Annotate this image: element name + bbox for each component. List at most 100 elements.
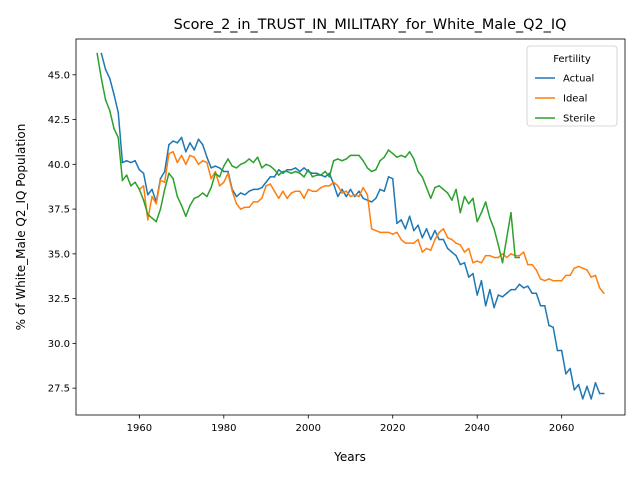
data-point-ideal bbox=[206, 161, 208, 164]
data-point-sterile bbox=[425, 186, 428, 189]
data-point-sterile bbox=[239, 163, 242, 166]
data-point-actual bbox=[510, 288, 512, 291]
data-point-ideal bbox=[185, 163, 187, 166]
data-point-actual bbox=[493, 306, 495, 309]
data-point-ideal bbox=[531, 263, 533, 266]
data-point-ideal bbox=[506, 256, 508, 259]
data-point-ideal bbox=[290, 192, 293, 194]
data-point-ideal bbox=[311, 190, 314, 192]
data-point-sterile bbox=[100, 77, 103, 80]
data-point-actual bbox=[109, 77, 111, 80]
data-point-actual bbox=[522, 287, 525, 289]
legend-item-ideal: Ideal bbox=[535, 94, 587, 105]
data-point-actual bbox=[421, 236, 424, 239]
data-point-actual bbox=[442, 238, 445, 241]
data-point-actual bbox=[311, 172, 314, 175]
data-point-ideal bbox=[396, 231, 398, 234]
data-point-ideal bbox=[451, 238, 453, 241]
data-point-sterile bbox=[353, 154, 356, 157]
y-tick-label: 45.0 bbox=[48, 70, 70, 81]
data-point-ideal bbox=[269, 183, 272, 185]
data-point-sterile bbox=[349, 154, 352, 157]
data-point-sterile bbox=[328, 176, 331, 178]
data-point-actual bbox=[163, 170, 166, 173]
data-point-ideal bbox=[379, 231, 381, 234]
legend-title: Fertility bbox=[553, 54, 591, 65]
data-point-actual bbox=[315, 172, 318, 175]
data-point-ideal bbox=[163, 181, 166, 183]
data-point-actual bbox=[573, 389, 576, 391]
series-line-sterile bbox=[96, 53, 520, 264]
data-point-ideal bbox=[294, 190, 297, 192]
legend-label-sterile: Sterile bbox=[563, 114, 595, 125]
data-point-actual bbox=[375, 197, 377, 200]
data-point-actual bbox=[383, 190, 386, 192]
data-point-sterile bbox=[324, 170, 326, 173]
data-point-actual bbox=[269, 176, 272, 178]
data-point-actual bbox=[560, 349, 563, 352]
data-point-actual bbox=[362, 197, 364, 200]
data-point-actual bbox=[518, 283, 521, 286]
data-point-actual bbox=[527, 285, 529, 287]
data-point-sterile bbox=[391, 152, 394, 155]
data-point-actual bbox=[408, 215, 411, 218]
data-point-ideal bbox=[510, 253, 512, 255]
data-point-sterile bbox=[337, 158, 339, 160]
data-point-sterile bbox=[315, 174, 318, 176]
data-point-sterile bbox=[375, 168, 377, 171]
data-point-ideal bbox=[544, 279, 546, 282]
data-point-actual bbox=[548, 324, 550, 327]
data-point-actual bbox=[299, 170, 301, 173]
data-point-sterile bbox=[396, 156, 398, 158]
data-point-sterile bbox=[379, 160, 381, 162]
data-point-ideal bbox=[151, 195, 153, 198]
data-point-ideal bbox=[455, 242, 457, 244]
data-point-actual bbox=[214, 165, 217, 167]
data-point-sterile bbox=[294, 170, 297, 173]
data-point-sterile bbox=[501, 262, 504, 264]
data-point-ideal bbox=[303, 197, 305, 200]
data-point-ideal bbox=[231, 190, 233, 192]
data-point-ideal bbox=[560, 279, 563, 282]
data-point-actual bbox=[480, 279, 483, 282]
data-point-actual bbox=[413, 229, 415, 232]
data-point-ideal bbox=[239, 208, 242, 210]
data-point-actual bbox=[489, 288, 491, 291]
data-point-actual bbox=[396, 222, 398, 225]
data-point-sterile bbox=[303, 176, 305, 178]
data-point-actual bbox=[468, 276, 470, 278]
data-point-ideal bbox=[590, 276, 592, 278]
data-point-ideal bbox=[565, 274, 567, 277]
data-point-sterile bbox=[256, 156, 259, 158]
data-point-actual bbox=[290, 168, 293, 171]
data-point-actual bbox=[586, 385, 588, 388]
data-point-sterile bbox=[455, 188, 457, 191]
data-point-sterile bbox=[413, 158, 415, 160]
data-point-sterile bbox=[193, 197, 195, 200]
data-point-ideal bbox=[527, 263, 529, 266]
data-point-ideal bbox=[518, 254, 521, 257]
data-point-actual bbox=[451, 251, 453, 253]
data-point-sterile bbox=[480, 211, 483, 214]
data-point-ideal bbox=[370, 228, 373, 230]
data-point-ideal bbox=[273, 190, 276, 192]
series-sterile bbox=[96, 52, 521, 264]
series-line-actual bbox=[100, 53, 604, 400]
data-point-actual bbox=[227, 170, 229, 173]
data-point-sterile bbox=[290, 172, 293, 175]
data-point-actual bbox=[506, 292, 508, 294]
data-point-sterile bbox=[96, 52, 98, 55]
data-point-ideal bbox=[218, 185, 221, 187]
data-point-actual bbox=[168, 143, 170, 146]
data-point-actual bbox=[598, 392, 601, 395]
data-point-sterile bbox=[172, 177, 174, 180]
y-tick-label: 35.0 bbox=[48, 249, 70, 260]
data-point-ideal bbox=[324, 185, 326, 187]
data-point-ideal bbox=[299, 190, 301, 192]
data-point-actual bbox=[189, 142, 191, 144]
data-point-actual bbox=[294, 167, 297, 169]
data-point-actual bbox=[142, 172, 145, 175]
data-point-actual bbox=[273, 176, 276, 178]
data-point-ideal bbox=[459, 244, 462, 246]
data-point-ideal bbox=[391, 233, 394, 235]
